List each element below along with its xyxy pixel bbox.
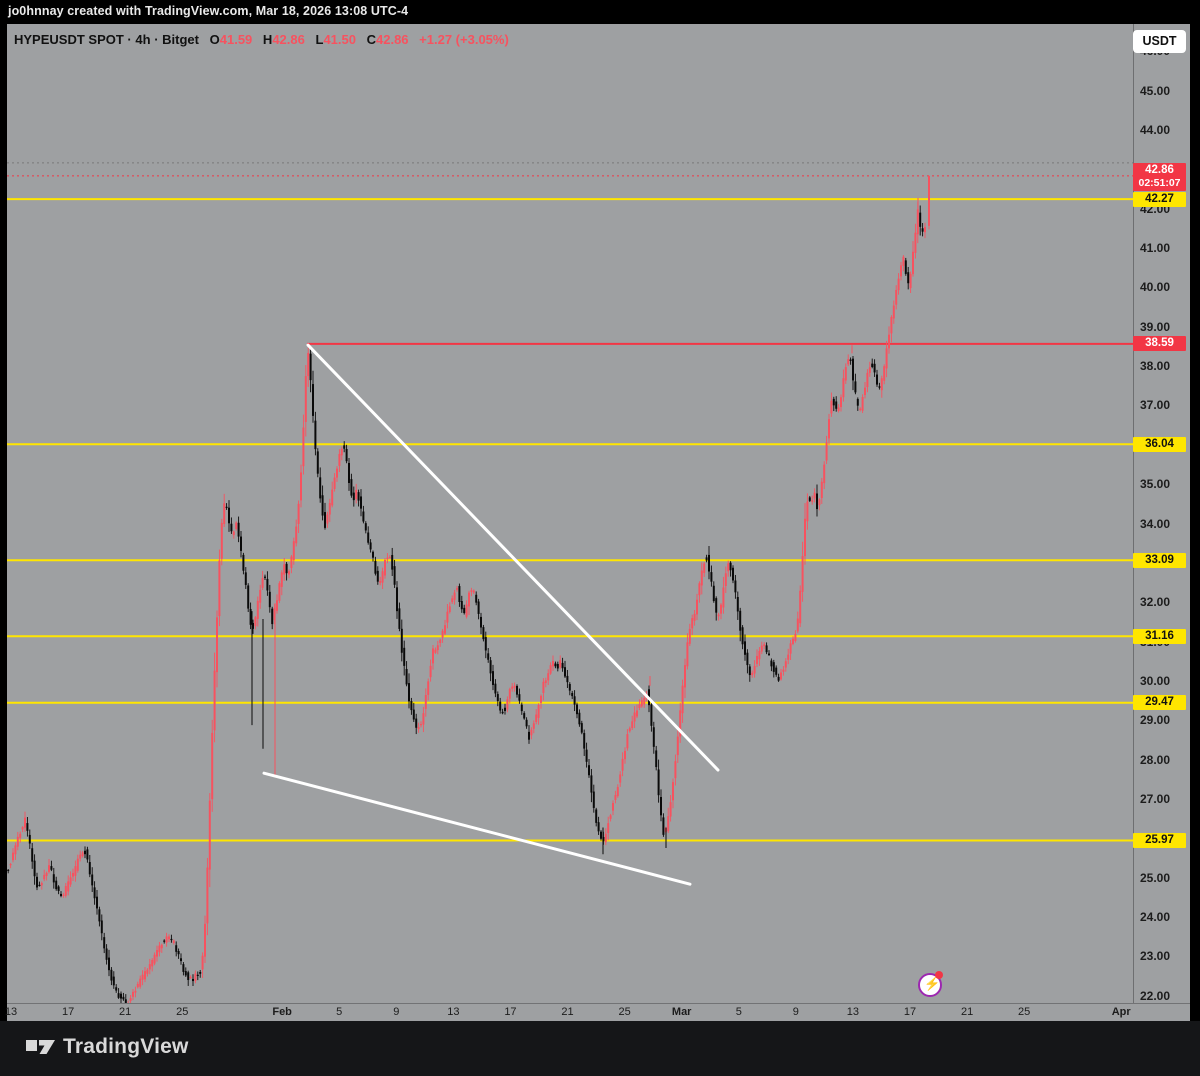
last-price-value: 42.86 — [1145, 163, 1174, 176]
lightning-bolt-icon: ⚡ — [924, 976, 941, 991]
legend-sep2: · — [154, 32, 159, 47]
high-value: 42.86 — [272, 32, 305, 47]
last-price-badge[interactable]: 42.86 02:51:07 — [1133, 162, 1186, 191]
candles-layer — [7, 175, 930, 1003]
level-badge-33.09[interactable]: 33.09 — [1133, 552, 1186, 568]
top-attribution-bar: jo0hnnay created with TradingView.com, M… — [0, 0, 1200, 24]
time-tick-5: 5 — [336, 1006, 343, 1018]
price-tick-29.00: 29.00 — [1140, 713, 1171, 728]
price-tick-38.00: 38.00 — [1140, 359, 1171, 374]
time-tick-Apr: Apr — [1111, 1006, 1131, 1018]
price-tick-39.00: 39.00 — [1140, 319, 1171, 334]
time-tick-13: 13 — [4, 1006, 18, 1018]
time-tick-Mar: Mar — [671, 1006, 692, 1018]
symbol-legend[interactable]: HYPEUSDT SPOT · 4h · Bitget O41.59 H42.8… — [14, 32, 509, 47]
time-tick-25: 25 — [618, 1006, 631, 1018]
level-badge-42.27[interactable]: 42.27 — [1133, 191, 1186, 207]
level-badge-31.16[interactable]: 31.16 — [1133, 628, 1186, 644]
price-tick-32.00: 32.00 — [1140, 595, 1171, 610]
price-tick-30.00: 30.00 — [1140, 673, 1171, 688]
price-tick-22.00: 22.00 — [1140, 988, 1171, 1003]
interval-label: 4h — [135, 32, 151, 47]
close-value: 42.86 — [376, 32, 409, 47]
level-badge-36.04[interactable]: 36.04 — [1133, 436, 1186, 452]
time-tick-17: 17 — [903, 1006, 917, 1018]
change-value: +1.27 (+3.05%) — [419, 32, 509, 47]
price-tick-45.00: 45.00 — [1140, 83, 1171, 98]
price-tick-41.00: 41.00 — [1140, 241, 1171, 256]
price-tick-37.00: 37.00 — [1140, 398, 1171, 413]
exchange-label: Bitget — [162, 32, 199, 47]
plot-area — [7, 162, 1133, 1003]
time-tick-17: 17 — [61, 1006, 75, 1018]
level-badge-29.47[interactable]: 29.47 — [1133, 695, 1186, 711]
price-tick-23.00: 23.00 — [1140, 949, 1171, 964]
time-tick-9: 9 — [393, 1006, 400, 1018]
chart-pane[interactable] — [7, 24, 1190, 1021]
price-tick-25.00: 25.00 — [1140, 870, 1171, 885]
time-tick-21: 21 — [561, 1006, 574, 1018]
price-axis-border — [1133, 24, 1134, 1021]
time-tick-9: 9 — [792, 1006, 799, 1018]
level-badge-38.59[interactable]: 38.59 — [1133, 336, 1186, 352]
low-value: 41.50 — [323, 32, 356, 47]
bar-countdown: 02:51:07 — [1138, 176, 1181, 189]
events-icon[interactable]: ⚡ — [918, 971, 943, 997]
trendline-1[interactable] — [306, 343, 720, 772]
price-tick-44.00: 44.00 — [1140, 123, 1171, 137]
time-tick-13: 13 — [447, 1006, 460, 1018]
tradingview-logo[interactable]: TradingView — [26, 1035, 189, 1059]
price-tick-27.00: 27.00 — [1140, 791, 1171, 806]
time-tick-Feb: Feb — [272, 1006, 292, 1018]
low-label: L — [315, 32, 324, 47]
notification-dot — [935, 971, 943, 979]
price-tick-35.00: 35.00 — [1140, 477, 1171, 492]
time-axis[interactable]: 13 17 21 25 Feb 5 9 13 17 21 25 Mar 5 9 13 17 21 25 Apr — [4, 1003, 1190, 1022]
price-tick-40.00: 40.00 — [1140, 280, 1171, 295]
trendline-2[interactable] — [262, 771, 692, 886]
time-tick-21: 21 — [960, 1006, 974, 1018]
time-tick-21: 21 — [119, 1006, 132, 1018]
time-tick-25: 25 — [176, 1006, 189, 1018]
high-label: H — [262, 32, 273, 47]
open-value: 41.59 — [219, 32, 253, 47]
symbol-name: HYPEUSDT SPOT — [14, 32, 124, 47]
tradingview-wordmark: TradingView — [63, 1035, 189, 1058]
open-label: O — [209, 32, 220, 47]
close-label: C — [366, 32, 376, 47]
time-tick-17: 17 — [504, 1006, 517, 1018]
level-badge-25.97[interactable]: 25.97 — [1133, 832, 1186, 848]
currency-toggle-button[interactable]: USDT — [1133, 30, 1186, 53]
time-tick-5: 5 — [735, 1006, 742, 1018]
price-tick-28.00: 28.00 — [1140, 752, 1171, 767]
time-tick-13: 13 — [846, 1006, 860, 1018]
attribution-text: jo0hnnay created with TradingView.com, M… — [8, 4, 409, 18]
legend-sep: · — [127, 32, 132, 47]
price-tick-24.00: 24.00 — [1140, 910, 1171, 924]
tradingview-mark-icon — [26, 1040, 55, 1054]
footer-bar: TradingView — [0, 1021, 1200, 1076]
price-tick-34.00: 34.00 — [1140, 516, 1171, 531]
time-tick-25: 25 — [1018, 1006, 1031, 1018]
